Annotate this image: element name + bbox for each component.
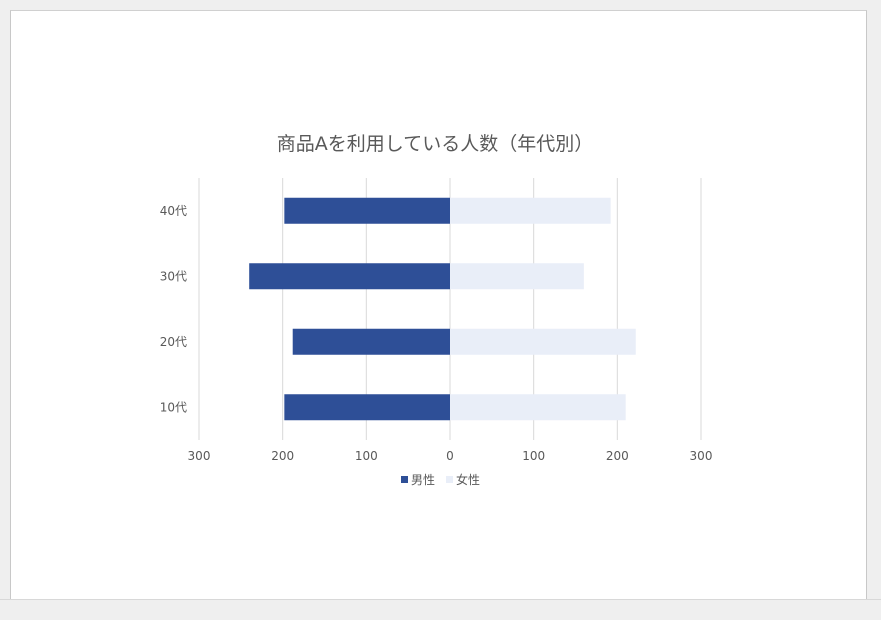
bar-male: [284, 197, 450, 224]
x-tick-label: 100: [522, 449, 545, 463]
bar-male: [284, 394, 450, 421]
x-tick-label: 300: [188, 449, 211, 463]
bar-male: [292, 328, 450, 355]
legend-swatch-female: [446, 476, 453, 483]
bar-female: [450, 394, 626, 421]
legend-swatch-male: [401, 476, 408, 483]
x-tick-label: 200: [271, 449, 294, 463]
x-tick-label: 200: [606, 449, 629, 463]
legend-label-female: 女性: [456, 472, 480, 487]
chart-title: 商品Aを利用している人数（年代別）: [277, 133, 593, 155]
bar-female: [450, 328, 636, 355]
chart-frame: [10, 10, 867, 599]
category-label: 10代: [160, 400, 187, 414]
x-axis-tick-labels: 300 200 100 0 100 200 300: [188, 449, 713, 463]
window-bottom-strip: [0, 599, 881, 620]
category-label: 20代: [160, 335, 187, 349]
legend: 男性 女性: [401, 472, 480, 487]
bar-male: [249, 263, 450, 290]
bar-female: [450, 197, 611, 224]
category-label: 30代: [160, 269, 187, 283]
category-label: 40代: [160, 204, 187, 218]
category-labels: 40代 30代 20代 10代: [160, 204, 187, 415]
bars: [249, 197, 636, 421]
legend-label-male: 男性: [411, 473, 435, 487]
x-tick-label: 100: [355, 449, 378, 463]
bar-female: [450, 263, 584, 290]
x-tick-label: 0: [446, 449, 454, 463]
x-tick-label: 300: [690, 449, 713, 463]
